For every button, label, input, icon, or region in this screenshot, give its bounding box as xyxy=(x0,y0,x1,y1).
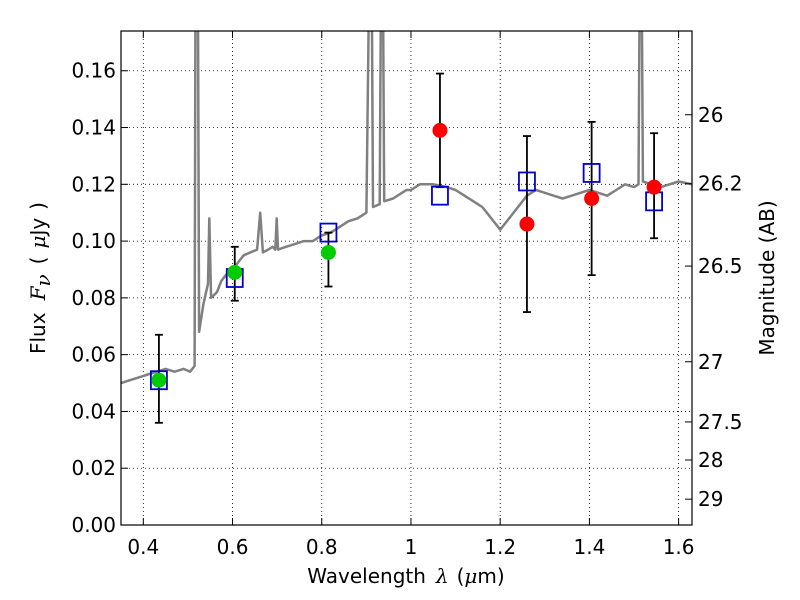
y-right-tick-label: 29 xyxy=(698,487,723,511)
y-axis-title: FluxFν(μJy) xyxy=(26,202,55,354)
x-axis-title: Wavelength λ (μm) xyxy=(307,564,504,588)
model-photometry-marker xyxy=(319,222,338,243)
plot-frame xyxy=(120,30,693,526)
y-right-tick-label: 26.5 xyxy=(698,254,743,278)
x-tick-label: 1.2 xyxy=(484,535,516,559)
y-tick-label: 0.12 xyxy=(71,172,116,196)
model-photometry-marker xyxy=(518,171,536,192)
x-tick-label: 1 xyxy=(405,535,418,559)
y-axis-right-title: Magnitude (AB) xyxy=(755,200,779,355)
y-right-tick-label: 27 xyxy=(698,350,723,374)
data-point-marker xyxy=(584,191,600,207)
data-point-marker xyxy=(432,122,448,138)
data-point-marker xyxy=(227,264,243,280)
model-photometry-marker xyxy=(431,185,449,206)
y-right-tick-label: 26 xyxy=(698,103,723,127)
y-tick-label: 0.14 xyxy=(71,116,116,140)
plot-area xyxy=(121,31,692,424)
y-tick-label: 0.16 xyxy=(71,59,116,83)
y-right-tick-label: 26.2 xyxy=(698,172,743,196)
ticks: 0.4 0.6 0.8 1 1.2 1.4 1.6 0.00 0.02 0.04 0.06 0.08 0… xyxy=(71,31,743,559)
x-tick-label: 0.4 xyxy=(127,535,159,559)
y-right-tick-label: 28 xyxy=(698,448,723,472)
y-tick-label: 0.06 xyxy=(71,343,116,367)
x-tick-label: 0.8 xyxy=(306,535,338,559)
y-tick-label: 0.00 xyxy=(71,513,116,537)
spectrum-line xyxy=(121,31,692,385)
data-point-marker xyxy=(646,179,662,195)
x-tick-label: 0.6 xyxy=(217,535,249,559)
y-tick-label: 0.02 xyxy=(71,456,116,480)
y-tick-label: 0.08 xyxy=(71,286,116,310)
data-point-marker xyxy=(519,216,535,232)
y-tick-label: 0.10 xyxy=(71,229,116,253)
data-point-marker xyxy=(151,372,167,388)
model-photometry-marker xyxy=(150,370,168,391)
model-photometry-marker xyxy=(582,163,601,183)
data-point-marker xyxy=(320,244,336,260)
y-tick-label: 0.04 xyxy=(71,399,116,423)
x-tick-label: 1.4 xyxy=(573,535,605,559)
x-tick-label: 1.6 xyxy=(663,535,695,559)
y-right-tick-label: 27.5 xyxy=(698,410,743,434)
